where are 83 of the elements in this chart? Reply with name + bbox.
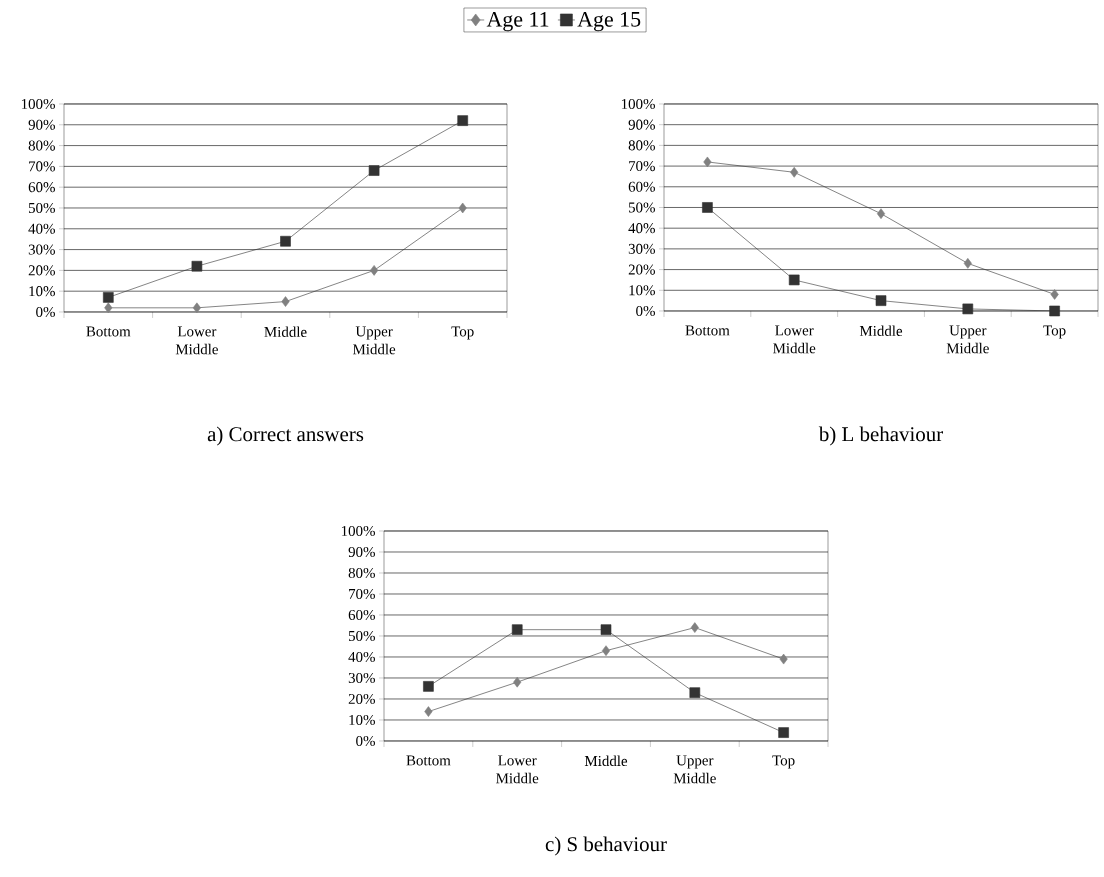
- y-tick-label: 50%: [348, 630, 375, 642]
- y-tick-label: 90%: [348, 546, 375, 558]
- point: [424, 706, 433, 717]
- y-tick-label: 90%: [628, 119, 655, 130]
- y-tick-label: 70%: [629, 161, 655, 172]
- point: [690, 622, 699, 633]
- y-tick-label: 100%: [341, 525, 375, 537]
- y-tick-label: 40%: [628, 223, 655, 234]
- x-tick-label: Middle: [859, 325, 903, 337]
- point: [513, 676, 522, 688]
- point: [280, 235, 291, 247]
- point: [876, 208, 886, 219]
- point: [963, 258, 972, 269]
- point: [600, 624, 612, 635]
- y-tick-label: 70%: [349, 588, 375, 600]
- text: b) L behaviour: [818, 426, 943, 446]
- y-tick-label: 70%: [29, 161, 55, 172]
- point: [192, 302, 201, 314]
- y-tick-label: 40%: [28, 223, 55, 234]
- point: [104, 302, 113, 314]
- y-tick-label: 0%: [636, 305, 655, 317]
- point: [511, 624, 523, 635]
- x-tick-label: Bottom: [86, 326, 131, 337]
- y-tick-label: 30%: [628, 243, 655, 254]
- x-tick-label: Lower Middle: [175, 326, 218, 355]
- point: [370, 265, 379, 276]
- x-tick-label: Lower Middle: [773, 325, 816, 354]
- point: [689, 687, 701, 698]
- y-tick-label: 10%: [629, 285, 655, 296]
- y-tick-label: 80%: [628, 140, 655, 151]
- y-tick-label: 100%: [21, 98, 55, 110]
- x-tick-label: Top: [451, 326, 474, 340]
- y-tick-label: 0%: [36, 306, 55, 318]
- x-tick-label: Middle: [264, 326, 307, 338]
- y-tick-label: 30%: [28, 244, 55, 255]
- point: [281, 296, 290, 307]
- point: [788, 274, 800, 286]
- point: [457, 115, 468, 126]
- x-tick-label: Upper Middle: [673, 755, 716, 784]
- point: [191, 260, 203, 272]
- point: [703, 156, 712, 168]
- point: [103, 292, 114, 303]
- y-tick-label: 10%: [349, 714, 375, 726]
- x-tick-label: Top: [772, 755, 795, 769]
- point: [702, 202, 713, 213]
- y-tick-label: 20%: [28, 265, 55, 276]
- text: c) S behaviour: [545, 836, 667, 856]
- point: [1050, 289, 1059, 300]
- y-tick-label: 60%: [628, 181, 655, 192]
- y-tick-label: 20%: [348, 693, 375, 705]
- x-tick-label: Middle: [584, 755, 628, 767]
- point: [601, 645, 611, 656]
- y-tick-label: 20%: [628, 264, 655, 275]
- point: [458, 202, 467, 214]
- y-tick-label: 30%: [348, 672, 375, 684]
- point: [875, 295, 887, 306]
- point: [1049, 305, 1060, 317]
- y-tick-label: 90%: [28, 119, 55, 130]
- legend-label: Age 15: [577, 12, 641, 32]
- x-tick-label: Upper Middle: [946, 325, 989, 354]
- point: [423, 681, 434, 692]
- y-tick-label: 50%: [628, 202, 655, 213]
- y-tick-label: 60%: [348, 609, 375, 621]
- y-tick-label: 40%: [348, 651, 375, 663]
- x-tick-label: Bottom: [406, 755, 451, 766]
- y-tick-label: 80%: [28, 140, 55, 151]
- point: [790, 166, 799, 178]
- point: [962, 303, 974, 315]
- x-tick-label: Top: [1043, 325, 1066, 339]
- point: [779, 653, 788, 665]
- y-tick-label: 50%: [28, 202, 55, 214]
- y-tick-label: 10%: [29, 286, 55, 297]
- y-tick-label: 60%: [28, 182, 55, 193]
- y-tick-label: 80%: [348, 567, 375, 579]
- y-tick-label: 0%: [356, 735, 375, 747]
- y-tick-label: 100%: [621, 98, 655, 110]
- x-tick-label: Upper Middle: [352, 326, 396, 355]
- x-tick-label: Lower Middle: [496, 755, 539, 784]
- legend-label: Age 11: [486, 12, 549, 32]
- text: a) Correct answers: [207, 426, 364, 446]
- point: [778, 727, 789, 738]
- x-tick-label: Bottom: [685, 325, 730, 336]
- point: [368, 165, 380, 176]
